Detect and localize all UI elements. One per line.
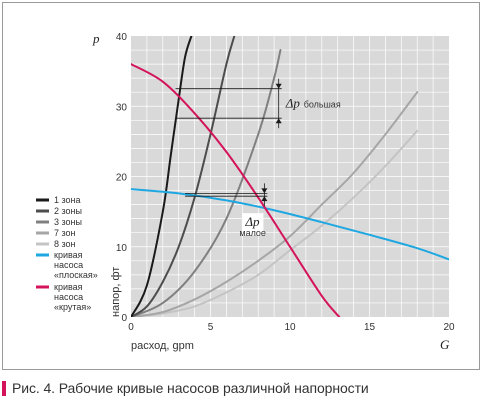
dp-small-arrow-head-top [261, 188, 268, 194]
dp-large-text: большая [304, 99, 341, 109]
series-line-7 [131, 63, 341, 317]
y-tick-label: 30 [116, 102, 128, 113]
dp-small-label-bg [242, 213, 264, 236]
series-line-3 [131, 49, 282, 317]
x-tick-label: 20 [443, 322, 455, 333]
y-tick-label: 10 [116, 243, 128, 254]
x-tick-label: 5 [208, 322, 214, 333]
legend-label-2: 2 зоны [54, 206, 82, 216]
y-tick-label: 0 [121, 313, 127, 324]
legend-label-4: 7 зон [54, 228, 76, 238]
caption-marker [2, 380, 6, 396]
series-line-4 [131, 91, 419, 317]
series-line-5 [131, 129, 419, 317]
dp-large-arrow-head-top [275, 83, 282, 89]
curves [131, 36, 449, 317]
dp-small-text: малое [239, 228, 266, 238]
legend-label-6: кривая насоса «плоская» [54, 250, 98, 280]
y-tick-label: 40 [116, 32, 128, 43]
series-line-6 [131, 188, 449, 261]
legend-label-1: 1 зона [54, 195, 81, 205]
y-tick-label: 20 [116, 173, 128, 184]
series-line-2 [131, 36, 236, 317]
dp-small-symbol: Δp [244, 214, 260, 229]
x-tick-label: 10 [284, 322, 296, 333]
series-line-1 [131, 36, 193, 317]
figure-frame: Δp большая Δp малое 0 5 10 15 20 0 10 20 30 40 1 зон… [2, 2, 480, 370]
y-axis-label: напор, фт [110, 267, 122, 317]
caption-text: Рис. 4. Рабочие кривые насосов различной… [12, 380, 369, 396]
legend-label-5: 8 зон [54, 239, 76, 249]
dp-large-symbol: Δp [285, 95, 301, 110]
tick-labels: 0 5 10 15 20 0 10 20 30 40 [116, 32, 455, 333]
x-axis-label: расход, gpm [131, 340, 194, 352]
grid-lines [131, 36, 449, 317]
legend-label-3: 3 зоны [54, 217, 82, 227]
x-axis-symbol: G [440, 337, 450, 352]
x-tick-label: 0 [128, 322, 134, 333]
dp-large-arrow-head-bottom [275, 118, 282, 124]
x-tick-label: 15 [364, 322, 376, 333]
legend-label-7: кривая насоса «крутая» [54, 282, 91, 312]
figure-caption: Рис. 4. Рабочие кривые насосов различной… [2, 378, 369, 398]
y-axis-symbol: p [92, 31, 100, 46]
dp-small-arrow-head-bottom [261, 196, 268, 202]
